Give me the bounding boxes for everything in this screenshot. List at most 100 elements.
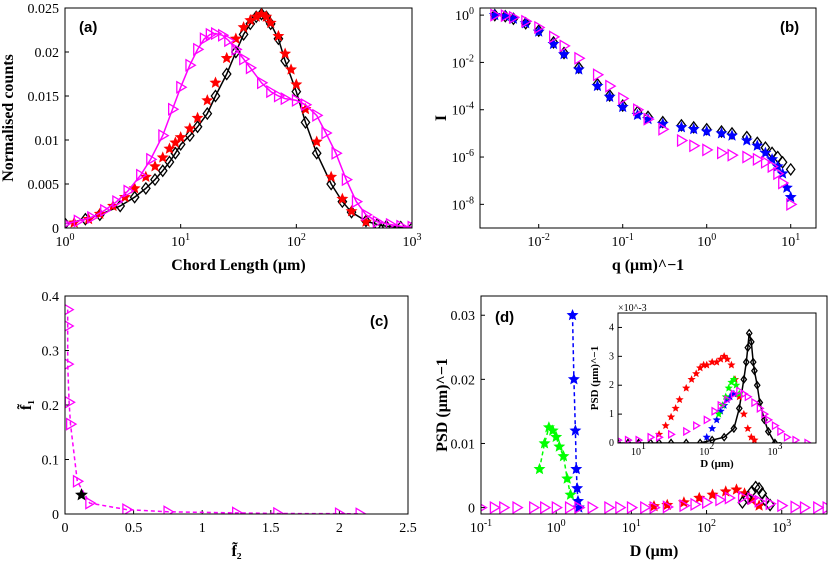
series-blue-stars: [488, 8, 797, 203]
data-point: [574, 51, 586, 65]
data-point: [604, 88, 615, 103]
data-point: [743, 424, 752, 433]
data-point: [191, 111, 204, 124]
x-tick-label: 102: [699, 441, 714, 458]
data-point: [603, 90, 616, 102]
data-point: [702, 360, 711, 369]
y-tick-label: 0.2: [42, 399, 60, 414]
data-point: [732, 380, 741, 389]
y-tick-label: 4: [609, 322, 614, 333]
data-point: [564, 488, 577, 500]
data-point: [727, 360, 736, 369]
data-point: [715, 493, 727, 507]
data-point: [726, 129, 738, 141]
y-tick-label: 0.3: [42, 345, 60, 360]
y-axis-label: f̃₁: [15, 400, 35, 410]
y-tick-label: 10-6: [452, 148, 474, 166]
data-point: [633, 103, 645, 117]
data-point: [550, 430, 563, 443]
y-tick-label: 0.03: [451, 309, 476, 324]
data-point: [72, 474, 85, 488]
plot-frame-d-inset: [617, 312, 817, 444]
data-point: [210, 26, 223, 41]
data-point: [751, 139, 764, 151]
data-point: [657, 115, 668, 129]
data-point: [157, 164, 168, 178]
y-tick-label: 0: [468, 502, 475, 517]
data-point: [700, 125, 713, 137]
data-point: [750, 480, 761, 494]
y-tick-label: 0.015: [28, 90, 60, 105]
x-tick-label: 2.5: [399, 521, 417, 536]
data-point: [573, 61, 584, 75]
data-point: [336, 192, 349, 205]
data-point: [489, 500, 502, 514]
data-point: [372, 215, 384, 228]
data-point: [499, 500, 511, 514]
data-point: [553, 440, 566, 452]
data-point: [557, 450, 570, 462]
x-axis-label: q (μm)^−1: [612, 257, 684, 274]
data-point: [724, 395, 733, 405]
data-point: [273, 89, 286, 103]
y-tick-label: 0.01: [451, 437, 476, 452]
data-point: [533, 462, 546, 475]
y-tick-label: 0.005: [28, 178, 60, 193]
data-point: [122, 503, 134, 514]
data-point: [702, 432, 711, 441]
series-red-stars: [68, 8, 372, 228]
data-point: [687, 122, 700, 135]
data-point: [112, 194, 124, 209]
data-point: [490, 8, 502, 22]
data-point: [221, 67, 232, 81]
plot-frame-c: [64, 295, 409, 515]
data-point: [564, 500, 577, 514]
y-tick-label: 0: [52, 508, 59, 523]
data-point: [693, 421, 701, 431]
data-point: [604, 500, 616, 514]
data-point: [624, 435, 633, 443]
data-point: [605, 79, 617, 93]
data-point: [273, 506, 285, 514]
data-point: [729, 375, 738, 383]
data-point: [712, 415, 721, 424]
panel-c: 0 0.5 1 1.5 2 2.5 0 0.1 0.2 0.3 0.4 (c) f̃₂ f̃₁: [15, 290, 417, 560]
data-point: [744, 392, 753, 402]
data-point: [730, 423, 738, 434]
data-point: [682, 438, 690, 443]
data-area-a: [65, 8, 412, 228]
x-tick-label: 103: [403, 232, 422, 250]
data-area-b: [488, 8, 798, 211]
y-tick-label: 0.025: [28, 2, 60, 17]
data-point: [231, 42, 243, 56]
data-point: [218, 28, 230, 42]
x-tick-label: 10-2: [528, 232, 550, 250]
data-point: [559, 39, 571, 53]
data-point: [765, 497, 777, 511]
data-point: [87, 210, 99, 225]
data-point: [679, 499, 691, 513]
data-point: [640, 500, 652, 514]
data-point: [546, 424, 559, 436]
plot-border-c: [64, 295, 409, 515]
series-magenta-triangles: [618, 386, 813, 443]
data-point: [75, 488, 88, 501]
data-point: [647, 438, 654, 443]
plot-border-d: [480, 295, 828, 515]
data-point: [129, 190, 140, 204]
data-point: [238, 27, 249, 41]
data-point: [753, 380, 761, 390]
data-point: [786, 197, 798, 211]
x-tick-label: 101: [631, 441, 646, 458]
data-point: [740, 134, 753, 146]
data-point: [193, 42, 205, 56]
y-axis-label: I: [433, 115, 450, 121]
data-point: [183, 122, 196, 134]
y-tick-label: 10-2: [452, 53, 474, 71]
data-point: [272, 29, 285, 42]
data-point: [176, 80, 188, 94]
data-point: [325, 170, 338, 183]
data-point: [747, 337, 755, 347]
y-axis-label: PSD (μm)^−1: [589, 346, 601, 410]
